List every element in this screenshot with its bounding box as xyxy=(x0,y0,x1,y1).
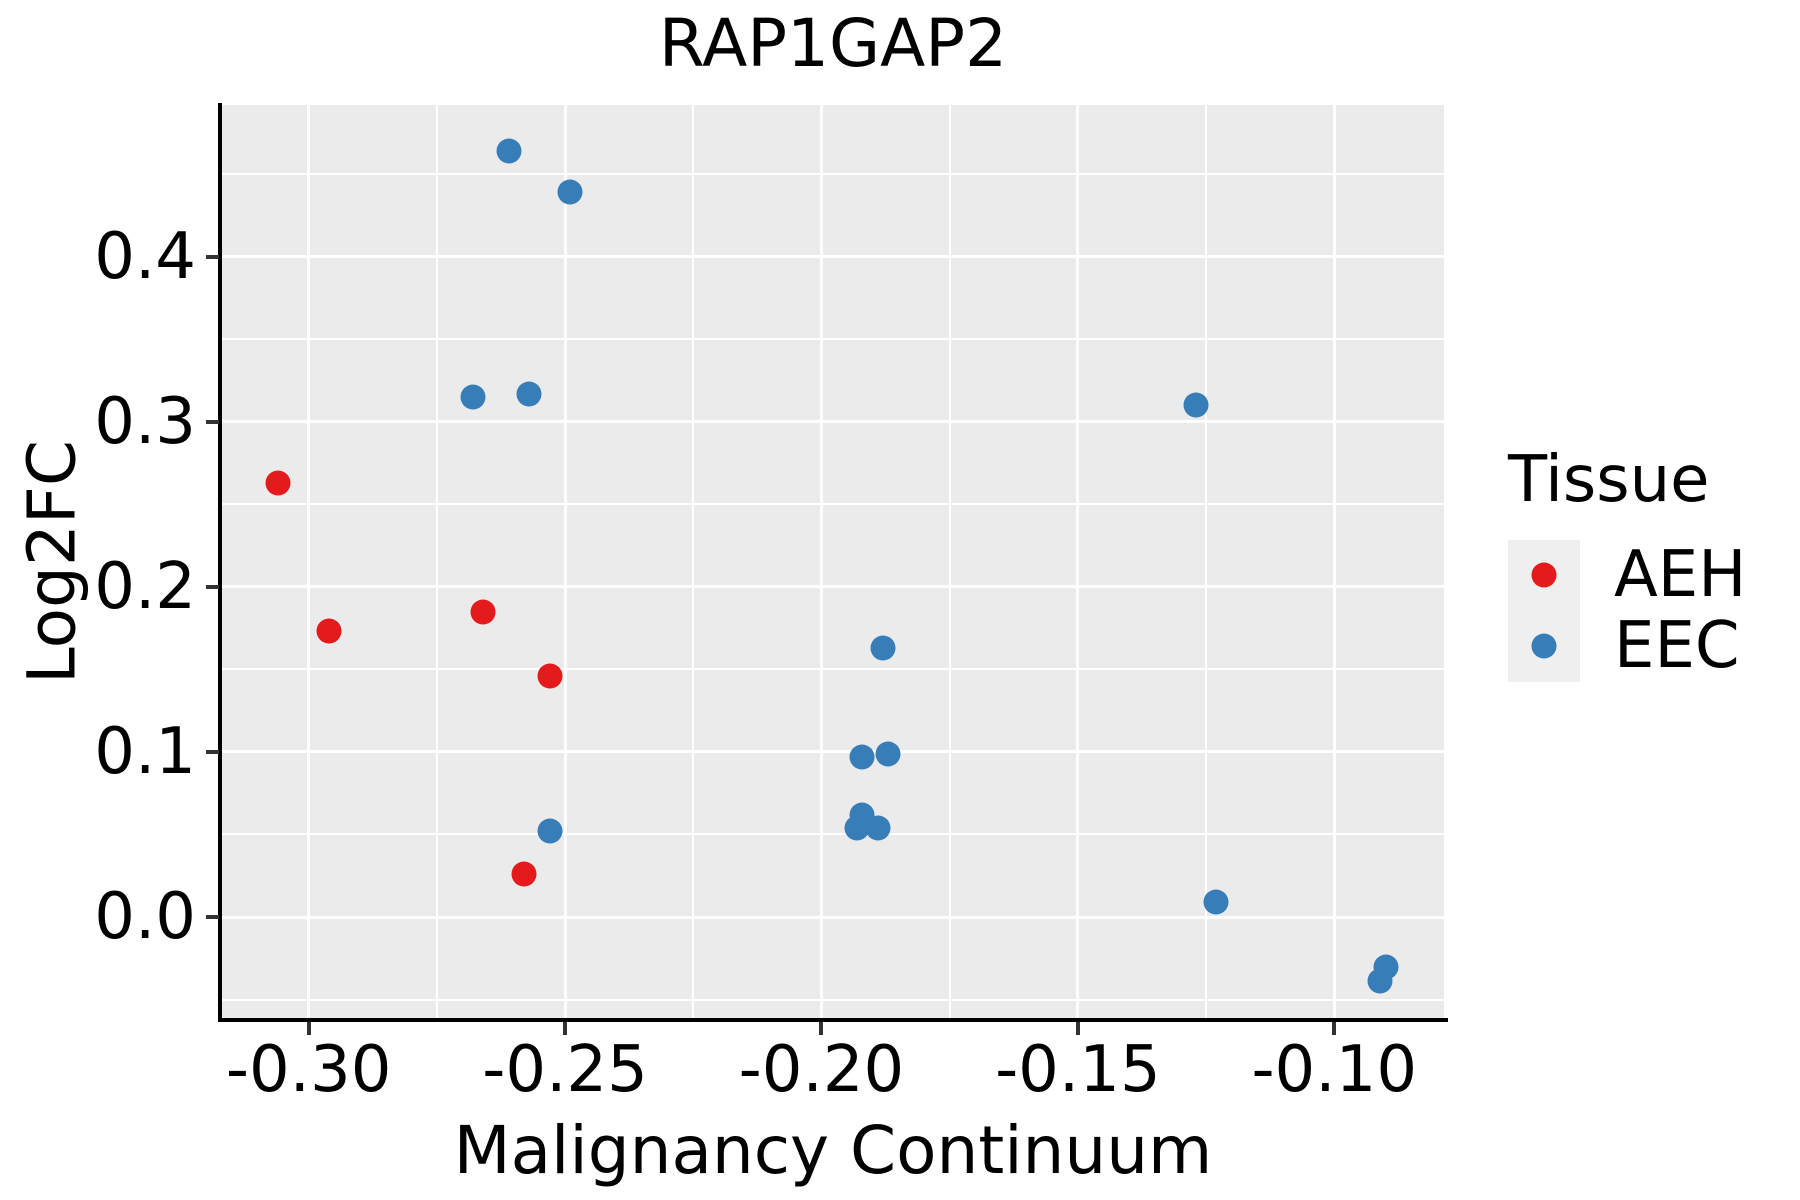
y-minor-gridline xyxy=(222,338,1444,341)
legend-entry-label: EEC xyxy=(1614,609,1740,684)
x-major-gridline xyxy=(307,105,311,1020)
y-tick-label: 0.1 xyxy=(94,714,196,789)
plot-area xyxy=(222,105,1444,1020)
y-axis-tick xyxy=(206,749,219,754)
y-major-gridline xyxy=(222,585,1444,589)
x-minor-gridline xyxy=(1205,105,1208,1020)
legend-dot-aeh xyxy=(1531,562,1557,588)
legend-entry-aeh: AEH xyxy=(1508,538,1747,613)
legend-title: Tissue xyxy=(1508,443,1710,517)
x-axis-tick xyxy=(1332,1022,1337,1035)
x-tick-label: -0.30 xyxy=(225,1033,392,1107)
data-point-eec xyxy=(460,384,486,410)
y-minor-gridline xyxy=(222,503,1444,506)
x-minor-gridline xyxy=(948,105,951,1020)
y-tick-label: 0.3 xyxy=(94,384,196,459)
x-minor-gridline xyxy=(435,105,438,1020)
x-tick-label: -0.20 xyxy=(738,1033,905,1107)
y-tick-label: 0.4 xyxy=(94,219,196,294)
y-minor-gridline xyxy=(222,173,1444,176)
x-axis-tick xyxy=(563,1022,568,1035)
x-axis-line xyxy=(218,1018,1448,1022)
x-tick-label: -0.15 xyxy=(995,1033,1161,1107)
legend-entry-label: AEH xyxy=(1614,538,1747,613)
y-major-gridline xyxy=(222,420,1444,424)
x-major-gridline xyxy=(819,105,823,1020)
y-axis-tick xyxy=(206,584,219,589)
y-major-gridline xyxy=(222,750,1444,754)
x-major-gridline xyxy=(563,105,567,1020)
data-point-eec xyxy=(516,381,542,407)
y-tick-label: 0.2 xyxy=(94,549,196,624)
x-minor-gridline xyxy=(692,105,695,1020)
y-axis-tick xyxy=(206,419,219,424)
legend-keys: AEH EEC xyxy=(1508,538,1747,684)
legend: Tissue AEH EEC xyxy=(1508,443,1747,684)
x-axis-title: Malignancy Continuum xyxy=(453,1112,1213,1189)
data-point-aeh xyxy=(316,618,342,644)
data-point-aeh xyxy=(511,861,537,887)
legend-key-box xyxy=(1508,539,1580,611)
y-axis-tick xyxy=(206,254,219,259)
legend-dot-eec xyxy=(1531,633,1557,659)
x-tick-label: -0.10 xyxy=(1251,1033,1418,1107)
x-axis-tick xyxy=(819,1022,824,1035)
y-major-gridline xyxy=(222,255,1444,259)
legend-entry-eec: EEC xyxy=(1508,609,1746,684)
chart-title: RAP1GAP2 xyxy=(658,5,1008,82)
y-minor-gridline xyxy=(222,998,1444,1001)
data-point-eec xyxy=(875,741,901,767)
data-point-eec xyxy=(849,744,875,770)
data-point-eec xyxy=(1183,392,1209,418)
y-major-gridline xyxy=(222,915,1444,919)
data-point-aeh xyxy=(470,599,496,625)
y-minor-gridline xyxy=(222,833,1444,836)
x-axis-tick xyxy=(306,1022,311,1035)
x-major-gridline xyxy=(1076,105,1080,1020)
x-tick-label: -0.25 xyxy=(482,1033,648,1107)
x-axis-tick xyxy=(1075,1022,1080,1035)
data-point-eec xyxy=(557,179,583,205)
y-tick-label: 0.0 xyxy=(94,880,196,954)
data-point-eec xyxy=(865,815,891,841)
legend-key-box xyxy=(1508,610,1580,682)
data-point-eec xyxy=(537,818,563,844)
data-point-aeh xyxy=(265,470,291,496)
data-point-aeh xyxy=(537,663,563,689)
y-axis-tick xyxy=(206,915,219,919)
y-axis-line xyxy=(218,103,222,1022)
data-point-eec xyxy=(1203,889,1229,915)
y-minor-gridline xyxy=(222,668,1444,671)
data-point-eec xyxy=(870,635,896,661)
x-major-gridline xyxy=(1332,105,1336,1020)
data-point-eec xyxy=(496,138,522,164)
data-point-eec xyxy=(1373,954,1399,980)
